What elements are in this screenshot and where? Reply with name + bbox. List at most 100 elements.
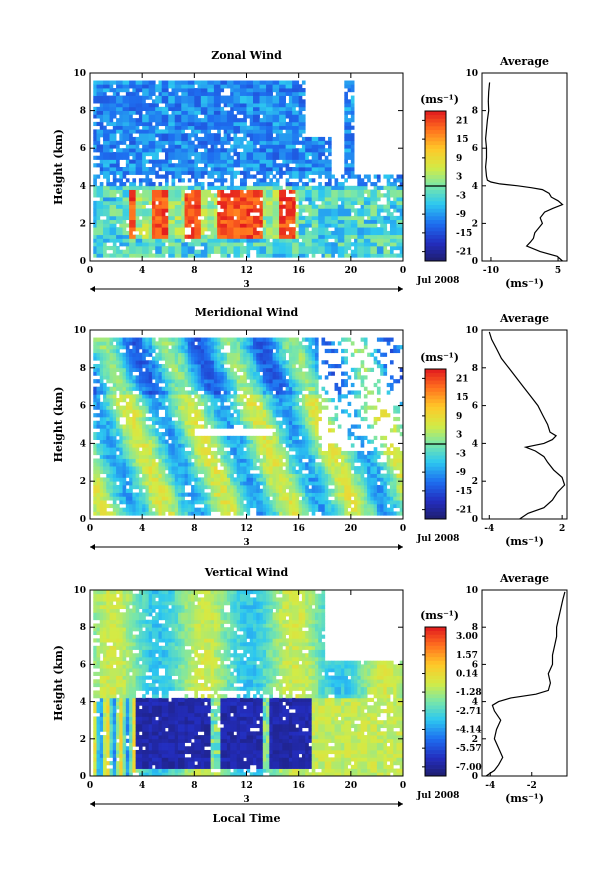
- heatmap-cell: [210, 88, 215, 93]
- heatmap-cell: [174, 174, 179, 179]
- heatmap-cell: [204, 110, 208, 115]
- heatmap-cell: [266, 174, 270, 179]
- heatmap-cell: [135, 469, 140, 475]
- heatmap-cell: [334, 238, 339, 243]
- heatmap-cell: [347, 148, 352, 153]
- heatmap-cell: [194, 219, 198, 224]
- heatmap-cell: [145, 140, 150, 145]
- heatmap-cell: [279, 238, 283, 243]
- heatmap-cell: [259, 95, 264, 100]
- heatmap-cell: [135, 341, 140, 346]
- heatmap-cell: [142, 345, 146, 350]
- heatmap-cell: [344, 155, 348, 160]
- heatmap-cell: [328, 163, 332, 168]
- heatmap-cell: [373, 230, 378, 236]
- heatmap-cell: [132, 435, 137, 441]
- heatmap-cell: [246, 133, 251, 138]
- heatmap-cell: [204, 238, 208, 243]
- heatmap-cell: [200, 223, 205, 228]
- heatmap-cell: [168, 341, 172, 346]
- heatmap-cell: [367, 212, 371, 217]
- heatmap-cell: [184, 208, 189, 213]
- heatmap-cell: [112, 121, 117, 127]
- heatmap-cell: [233, 223, 238, 228]
- heatmap-cell: [262, 227, 267, 232]
- heatmap-cell: [181, 492, 185, 497]
- heatmap-cell: [210, 204, 215, 209]
- heatmap-cell: [99, 129, 104, 134]
- heatmap-cell: [96, 174, 101, 179]
- heatmap-cell: [321, 242, 326, 247]
- heatmap-cell: [341, 212, 345, 217]
- heatmap-cell: [184, 443, 189, 448]
- heatmap-cell: [145, 492, 150, 497]
- heatmap-cell: [122, 230, 127, 236]
- heatmap-cell: [282, 136, 287, 142]
- heatmap-cell: [93, 420, 97, 425]
- heatmap-cell: [178, 398, 182, 403]
- heatmap-cell: [174, 507, 179, 512]
- heatmap-cell: [116, 178, 120, 183]
- heatmap-cell: [151, 341, 156, 346]
- heatmap-cell: [138, 488, 143, 493]
- heatmap-cell: [112, 348, 117, 354]
- heatmap-cell: [275, 106, 280, 111]
- heatmap-cell: [243, 208, 247, 213]
- heatmap-cell: [230, 178, 234, 183]
- heatmap-cell: [93, 234, 97, 239]
- heatmap-cell: [324, 148, 329, 153]
- heatmap-cell: [275, 151, 280, 157]
- heatmap-cell: [178, 496, 182, 501]
- heatmap-cell: [151, 398, 156, 403]
- heatmap-cell: [129, 477, 133, 482]
- heatmap-cell: [187, 511, 192, 516]
- heatmap-cell: [363, 230, 368, 236]
- heatmap-cell: [135, 253, 140, 258]
- heatmap-cell: [135, 99, 140, 104]
- heatmap-cell: [138, 151, 143, 157]
- heatmap-cell: [178, 503, 182, 509]
- heatmap-cell: [347, 80, 352, 85]
- heatmap-cell: [194, 144, 198, 149]
- heatmap-cell: [207, 155, 212, 160]
- heatmap-cell: [112, 398, 117, 403]
- heatmap-cell: [282, 133, 287, 138]
- heatmap-cell: [191, 492, 195, 497]
- heatmap-cell: [285, 212, 290, 217]
- heatmap-cell: [256, 129, 260, 134]
- heatmap-cell: [266, 219, 270, 224]
- heatmap-cell: [184, 462, 189, 467]
- heatmap-cell: [164, 129, 169, 134]
- heatmap-cell: [125, 80, 130, 85]
- heatmap-cell: [213, 151, 218, 157]
- heatmap-cell: [135, 447, 140, 452]
- heatmap-cell: [305, 227, 309, 232]
- heatmap-cell: [109, 503, 114, 509]
- heatmap-cell: [200, 249, 205, 254]
- heatmap-cell: [272, 110, 277, 115]
- heatmap-cell: [106, 450, 110, 456]
- heatmap-cell: [135, 189, 140, 194]
- heatmap-cell: [122, 84, 127, 89]
- heatmap-cell: [164, 230, 169, 236]
- heatmap-cell: [350, 84, 355, 89]
- heatmap-cell: [161, 481, 166, 486]
- heatmap-cell: [282, 110, 287, 115]
- heatmap-cell: [187, 144, 192, 149]
- heatmap-cell: [236, 193, 241, 198]
- heatmap-cell: [135, 496, 140, 501]
- heatmap-cell: [99, 125, 104, 130]
- heatmap-cell: [151, 163, 156, 168]
- heatmap-cell: [155, 507, 159, 512]
- heatmap-cell: [96, 469, 101, 475]
- heatmap-cell: [197, 91, 202, 96]
- heatmap-cell: [151, 382, 156, 388]
- heatmap-cell: [288, 167, 293, 172]
- heatmap-cell: [344, 245, 348, 251]
- heatmap-cell: [158, 200, 163, 205]
- heatmap-cell: [350, 242, 355, 247]
- heatmap-cell: [223, 84, 228, 89]
- heatmap-cell: [168, 84, 172, 89]
- heatmap-cell: [226, 163, 231, 168]
